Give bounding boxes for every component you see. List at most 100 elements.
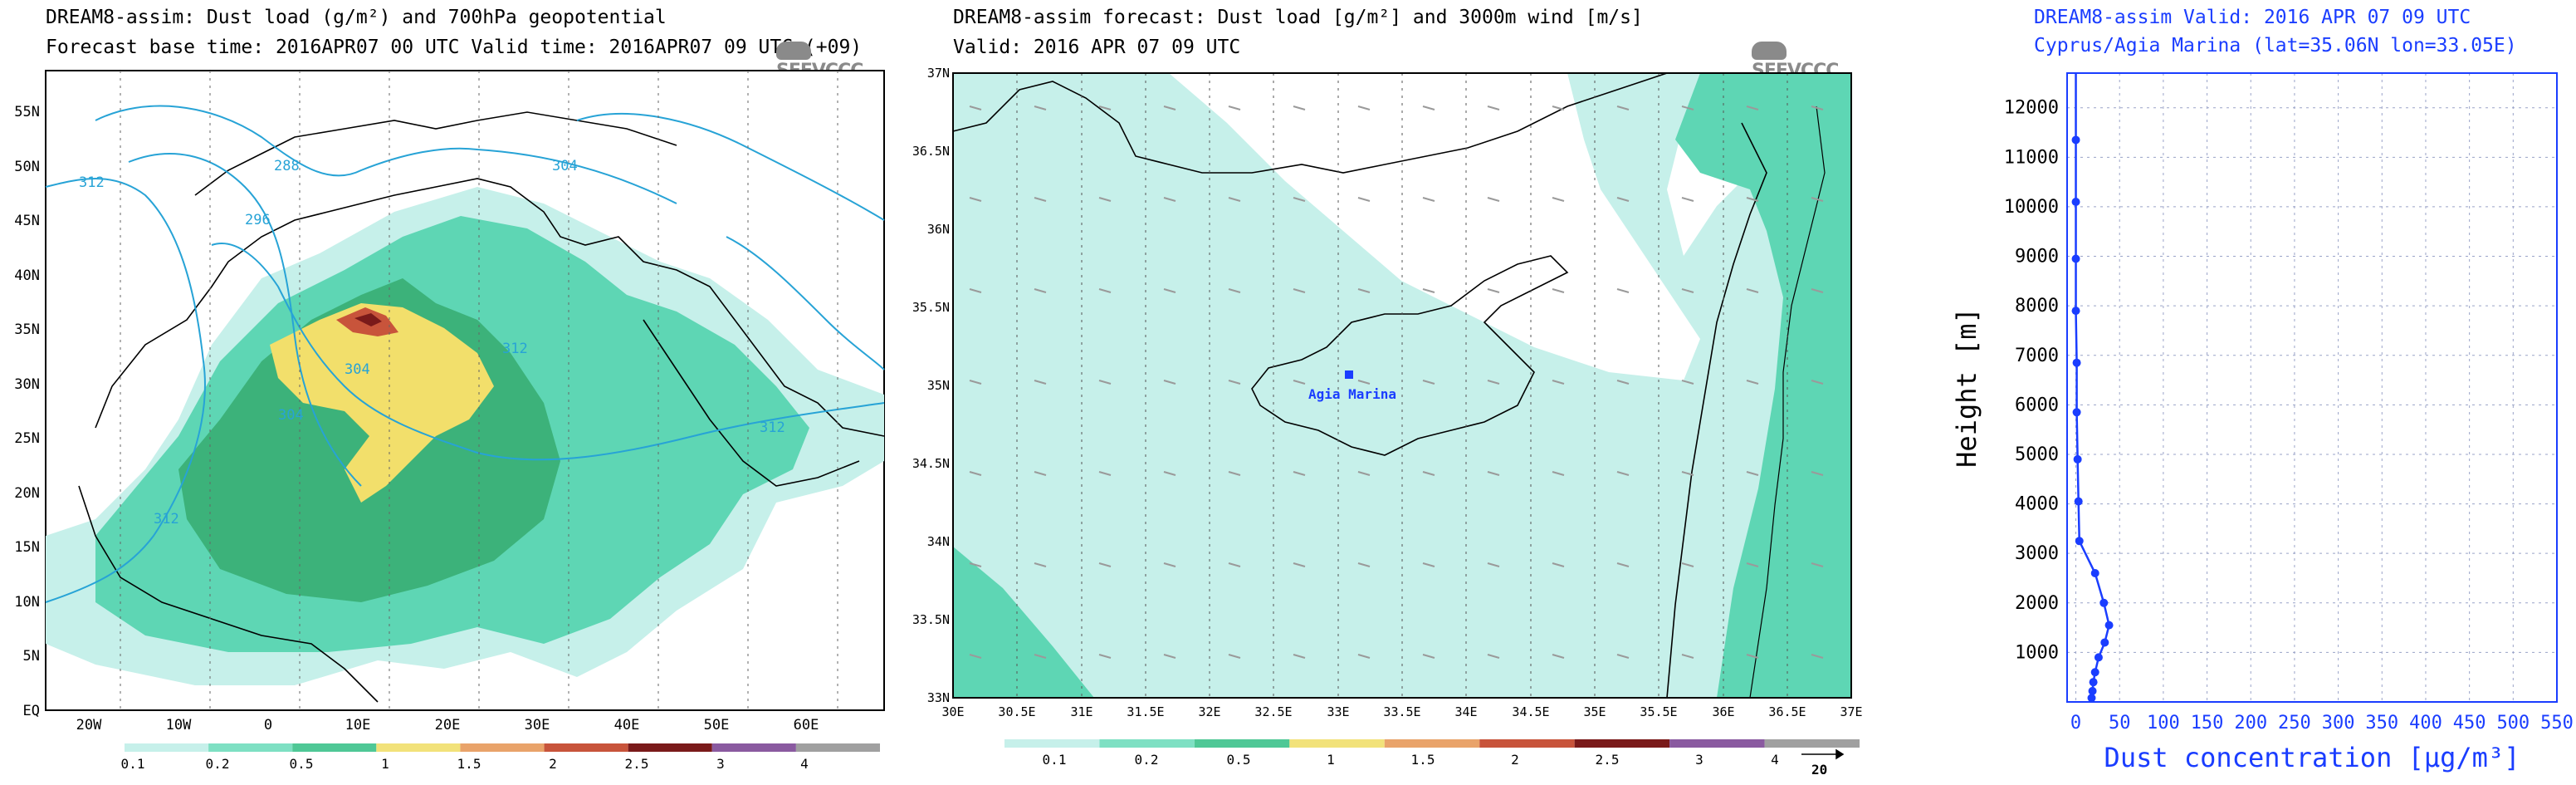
- colorbar-swatch: [208, 743, 293, 752]
- wind-arrow: [1098, 197, 1112, 202]
- geopotential-contours: [45, 105, 885, 603]
- x-tick-label: 0: [2070, 713, 2081, 733]
- lat-tick: 45N: [14, 213, 40, 229]
- lon-tick: 31.5E: [1127, 704, 1164, 719]
- wind-arrow: [969, 471, 982, 476]
- colorbar-swatch: [711, 743, 796, 752]
- profile-point: [2094, 653, 2103, 662]
- colorbar-label: 2.5: [1596, 752, 1620, 768]
- map-colorbar-labels: 0.1 0.2 0.5 1 1.5 2 2.5 3 4: [121, 756, 809, 772]
- colorbar-label: 2: [1511, 752, 1519, 768]
- wind-arrow: [1357, 288, 1371, 293]
- wind-arrow: [1357, 197, 1371, 202]
- wind-arrow: [1293, 654, 1306, 659]
- lon-tick: 35.5E: [1640, 704, 1677, 719]
- contour-label: 304: [345, 361, 370, 378]
- profile-point: [2089, 678, 2098, 687]
- map-graticule: [120, 71, 838, 710]
- wind-arrow: [1098, 105, 1112, 110]
- lat-tick: 30N: [14, 376, 40, 393]
- colorbar-label: 0.1: [121, 756, 145, 772]
- coastline-arabia: [643, 319, 860, 487]
- y-tick-label: 1000: [2015, 642, 2059, 663]
- lat-tick: 33N: [927, 690, 950, 705]
- colorbar-label: 1.5: [1411, 752, 1435, 768]
- colorbar-swatch: [1004, 739, 1100, 748]
- wind-arrow: [1422, 288, 1435, 293]
- wind-arrow: [1811, 288, 1824, 293]
- wind-arrow: [1357, 380, 1371, 385]
- wind-reference: [1801, 748, 1845, 760]
- lon-tick: 30E: [941, 704, 964, 719]
- y-tick-label: 10000: [2004, 197, 2059, 218]
- wind-arrow: [1681, 288, 1694, 293]
- wind-arrow: [1746, 288, 1759, 293]
- lat-tick: EQ: [23, 703, 40, 719]
- x-tick-label: 450: [2453, 713, 2486, 733]
- wind-arrow: [1681, 562, 1694, 567]
- lon-tick: 50E: [704, 717, 730, 733]
- lon-tick: 33E: [1327, 704, 1349, 719]
- wind-arrow: [1487, 562, 1500, 567]
- wind-arrow: [1422, 562, 1435, 567]
- x-tick-label: 50: [2109, 713, 2131, 733]
- colorbar-swatch: [1289, 739, 1385, 748]
- wind-arrow: [1552, 380, 1565, 385]
- wind-arrow: [1293, 288, 1306, 293]
- colorbar-label: 1: [1327, 752, 1335, 768]
- lon-tick: 60E: [794, 717, 819, 733]
- wind-arrow: [1098, 471, 1112, 476]
- map-title: DREAM8-assim: Dust load (g/m²) and 700hP…: [46, 7, 667, 28]
- wind-arrow: [1746, 197, 1759, 202]
- wind-arrow: [1034, 654, 1047, 659]
- wind-arrow: [1163, 654, 1176, 659]
- wind-arrow: [1163, 197, 1176, 202]
- station-marker: [1345, 370, 1353, 379]
- wind-arrow: [1034, 562, 1047, 567]
- wind-arrow: [1487, 288, 1500, 293]
- wind-arrow: [1228, 105, 1241, 110]
- wind-arrow: [1422, 105, 1435, 110]
- contour-label: 304: [552, 158, 578, 174]
- lon-tick: 20W: [76, 717, 102, 733]
- contour-labels: 312 288 296 304 312 304 312 304 312: [79, 158, 785, 527]
- plot-frame: [2066, 72, 2558, 703]
- colorbar-swatch: [544, 743, 628, 752]
- lat-tick: 10N: [14, 594, 40, 611]
- wind-arrow: [1228, 654, 1241, 659]
- dust-field-mid-sw: [953, 547, 1094, 698]
- wind-arrow: [1034, 288, 1047, 293]
- zoom-title: DREAM8-assim forecast: Dust load [g/m²] …: [953, 7, 1643, 28]
- wind-arrow: [1616, 105, 1630, 110]
- y-tick-label: 9000: [2015, 247, 2059, 267]
- lat-tick: 37N: [927, 66, 950, 81]
- colorbar-label: 3: [1695, 752, 1703, 768]
- lon-tick: 40E: [614, 717, 640, 733]
- profile-point: [2071, 197, 2080, 206]
- wind-arrow: [1034, 105, 1047, 110]
- profile-point: [2071, 135, 2080, 145]
- dust-field-mid-east: [1675, 73, 1851, 698]
- profile-point: [2087, 694, 2096, 703]
- contour-label: 312: [502, 341, 528, 357]
- contour-label: 312: [154, 511, 179, 527]
- lat-tick: 34N: [927, 534, 950, 549]
- cloud-icon: [776, 42, 811, 60]
- dust-field-yellow: [270, 303, 494, 503]
- map-subtitle: Forecast base time: 2016APR07 00 UTC Val…: [46, 37, 863, 58]
- wind-arrow: [1228, 562, 1241, 567]
- wind-arrow: [1746, 471, 1759, 476]
- x-tick-label: 100: [2147, 713, 2180, 733]
- profile-point: [2100, 638, 2109, 647]
- colorbar-swatch: [460, 743, 545, 752]
- clear-region: [953, 73, 1700, 380]
- wind-arrow: [1293, 380, 1306, 385]
- cyprus-coastline: [1251, 255, 1569, 456]
- wind-arrow: [1098, 654, 1112, 659]
- wind-arrow: [969, 288, 982, 293]
- wind-arrow: [1487, 105, 1500, 110]
- colorbar-swatch: [125, 743, 209, 752]
- contour-label: 312: [79, 174, 105, 191]
- wind-arrow: [1034, 471, 1047, 476]
- x-tick-label: 150: [2191, 713, 2224, 733]
